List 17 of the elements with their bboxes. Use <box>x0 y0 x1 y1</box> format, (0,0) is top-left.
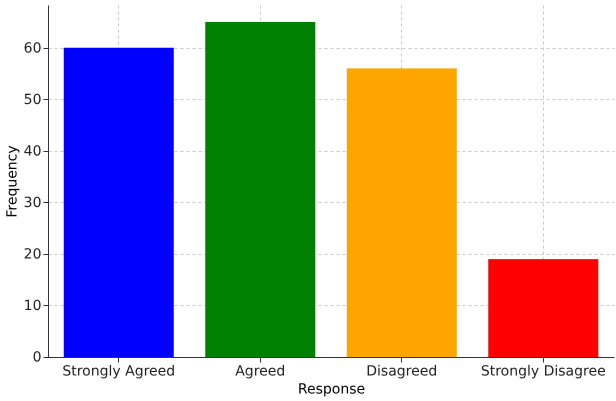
y-axis-title: Frequency <box>4 145 21 218</box>
y-tick-label: 20 <box>24 246 42 262</box>
x-tick-label: Agreed <box>235 364 286 380</box>
y-tick-label: 0 <box>32 350 42 366</box>
bar <box>488 259 598 357</box>
y-tick-label: 50 <box>24 92 42 108</box>
y-tick-label: 30 <box>24 194 42 211</box>
bar <box>346 68 457 357</box>
x-tick-label: Disagreed <box>366 364 438 380</box>
x-tick-label: Strongly Disagree <box>480 364 606 380</box>
y-tick-label: 10 <box>24 298 42 314</box>
y-tick-label: 40 <box>24 143 42 160</box>
bar <box>205 22 316 357</box>
x-tick-label: Strongly Agreed <box>62 364 176 380</box>
y-tick-label: 60 <box>24 40 42 56</box>
x-axis-title: Response <box>298 382 366 398</box>
bar <box>64 48 174 357</box>
